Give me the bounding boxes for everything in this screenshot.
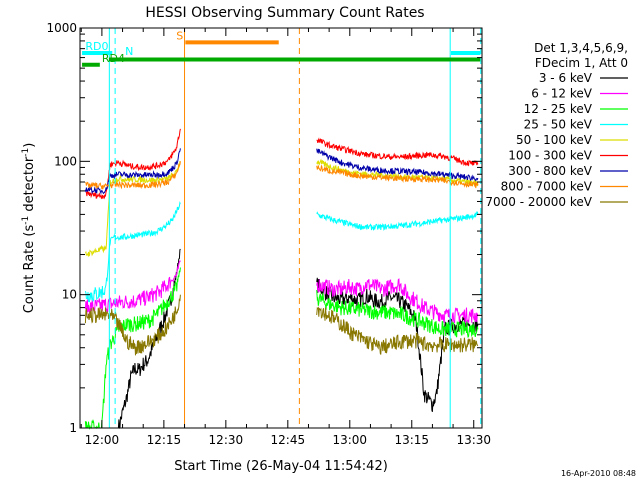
y-tick-label-0: 1 bbox=[69, 421, 77, 435]
legend-label-1: 6 - 12 keV bbox=[531, 87, 593, 101]
series-line-7-segment-0 bbox=[85, 161, 181, 190]
x-tick-label-5: 13:15 bbox=[394, 433, 429, 447]
series-line-8-segment-0 bbox=[84, 294, 181, 356]
legend-label-0: 3 - 6 keV bbox=[539, 71, 593, 85]
y-tick-label-3: 1000 bbox=[46, 21, 77, 35]
series-line-8-segment-1 bbox=[316, 306, 479, 355]
legend-header-line-2: FDecim 1, Att 0 bbox=[535, 56, 628, 70]
x-tick-label-2: 12:30 bbox=[209, 433, 244, 447]
legend-label-6: 300 - 800 keV bbox=[508, 164, 592, 178]
x-tick-label-1: 12:15 bbox=[147, 433, 182, 447]
series-line-1-segment-1 bbox=[316, 278, 479, 325]
legend-label-7: 800 - 7000 keV bbox=[501, 180, 593, 194]
series-line-3-segment-0 bbox=[84, 201, 181, 303]
series-line-0-segment-1 bbox=[316, 277, 479, 412]
x-tick-label-3: 12:45 bbox=[271, 433, 306, 447]
series-line-6-segment-1 bbox=[316, 148, 479, 182]
event-markers: N bbox=[108, 28, 482, 428]
legend: Det 1,3,4,5,6,9, FDecim 1, Att 0 3 - 6 k… bbox=[485, 41, 628, 209]
series-line-4-segment-0 bbox=[84, 160, 181, 258]
state-bar-label-4: S bbox=[176, 29, 183, 42]
chart-title: HESSI Observing Summary Count Rates bbox=[145, 5, 424, 21]
state-bars: RD0RD4S bbox=[82, 29, 481, 67]
y-axis-label: Count Rate (s-1 detector-1) bbox=[21, 143, 37, 314]
series-lines bbox=[84, 128, 479, 430]
series-line-5-segment-1 bbox=[316, 137, 479, 167]
y-tick-label-1: 10 bbox=[62, 288, 77, 302]
state-bar-label-0: RD0 bbox=[85, 40, 108, 53]
x-tick-label-6: 13:30 bbox=[456, 433, 491, 447]
series-line-2-segment-1 bbox=[316, 289, 479, 339]
plot-frame bbox=[79, 27, 483, 429]
legend-label-3: 25 - 50 keV bbox=[524, 118, 593, 132]
series-line-6-segment-0 bbox=[84, 148, 181, 195]
series-line-1-segment-0 bbox=[84, 260, 181, 316]
x-axis-label: Start Time (26-May-04 11:54:42) bbox=[174, 459, 388, 474]
series-line-7-segment-1 bbox=[316, 164, 479, 189]
x-tick-label-0: 12:00 bbox=[85, 433, 120, 447]
timestamp: 16-Apr-2010 08:48 bbox=[561, 469, 636, 478]
legend-label-8: 7000 - 20000 keV bbox=[485, 195, 592, 209]
y-tick-label-2: 100 bbox=[54, 154, 77, 168]
event-marker-label-0: N bbox=[125, 45, 133, 58]
series-line-3-segment-1 bbox=[316, 211, 479, 231]
legend-label-2: 12 - 25 keV bbox=[524, 102, 593, 116]
series-line-5-segment-0 bbox=[84, 128, 181, 200]
x-tick-label-4: 13:00 bbox=[332, 433, 367, 447]
legend-header-line-1: Det 1,3,4,5,6,9, bbox=[534, 41, 628, 55]
legend-label-4: 50 - 100 keV bbox=[516, 133, 593, 147]
legend-label-5: 100 - 300 keV bbox=[508, 149, 592, 163]
axis-ticks: 12:00 12:15 12:30 12:45 13:00 13:15 13:30 1 10 10… bbox=[46, 21, 491, 447]
